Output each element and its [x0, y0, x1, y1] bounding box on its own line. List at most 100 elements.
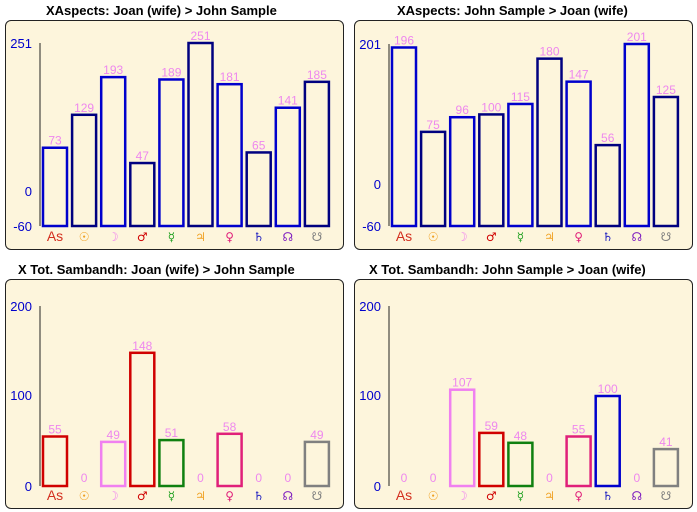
- bar: [652, 95, 680, 228]
- data-label: 100: [481, 100, 501, 114]
- category-label: ♂: [137, 230, 148, 244]
- category-label: ☋: [661, 230, 672, 244]
- chart-panel: [354, 279, 693, 509]
- category-label: ♀: [574, 489, 583, 503]
- category-label: As: [47, 228, 63, 244]
- category-label: ♂: [486, 489, 497, 503]
- chart-title: X Tot. Sambandh: John Sample > Joan (wif…: [369, 262, 646, 277]
- data-label: 96: [456, 103, 470, 117]
- data-label: 47: [136, 149, 150, 163]
- data-label: 0: [81, 471, 88, 485]
- data-label: 201: [627, 30, 647, 44]
- data-label: 58: [223, 420, 237, 434]
- category-label: ☊: [631, 230, 642, 244]
- bar: [187, 41, 214, 228]
- data-label: 0: [546, 471, 553, 485]
- category-label: ☿: [168, 489, 175, 503]
- data-label: 125: [656, 83, 676, 97]
- data-label: 189: [161, 65, 181, 79]
- bar: [623, 42, 651, 228]
- bar: [652, 447, 680, 488]
- y-tick-label: 200: [359, 299, 381, 314]
- chart-panel: [5, 279, 344, 509]
- chart-title: XAspects: Joan (wife) > John Sample: [46, 3, 277, 18]
- bar: [303, 440, 331, 488]
- category-label: ☊: [282, 230, 293, 244]
- data-label: 100: [598, 382, 618, 396]
- chart-title: X Tot. Sambandh: Joan (wife) > John Samp…: [18, 262, 295, 277]
- data-label: 48: [514, 429, 528, 443]
- category-label: As: [396, 487, 412, 503]
- category-label: ☿: [517, 230, 524, 244]
- category-label: ☽: [108, 489, 119, 503]
- bar: [594, 394, 621, 488]
- bar: [158, 438, 185, 488]
- y-tick-label: 0: [374, 177, 381, 192]
- y-tick-label: 0: [374, 479, 381, 494]
- category-label: ☋: [661, 489, 672, 503]
- bar: [245, 151, 272, 228]
- category-label: ☽: [108, 230, 119, 244]
- category-label: ♀: [574, 230, 583, 244]
- category-label: ☋: [312, 230, 323, 244]
- bar: [99, 440, 127, 488]
- data-label: 107: [452, 376, 472, 390]
- data-label: 59: [485, 419, 499, 433]
- bar: [274, 106, 302, 228]
- category-label: ☊: [631, 489, 642, 503]
- category-label: ♃: [195, 489, 206, 503]
- data-label: 129: [74, 101, 94, 115]
- category-label: ♄: [253, 489, 264, 503]
- data-label: 0: [430, 471, 437, 485]
- category-label: As: [396, 228, 412, 244]
- data-label: 185: [307, 68, 327, 82]
- category-label: ♀: [225, 489, 234, 503]
- category-label: ☉: [428, 230, 439, 244]
- y-tick-label: 200: [10, 299, 32, 314]
- category-label: ♂: [486, 230, 497, 244]
- category-label: ♀: [225, 230, 234, 244]
- y-tick-label: 100: [10, 388, 32, 403]
- data-label: 0: [633, 471, 640, 485]
- category-label: ♃: [195, 230, 206, 244]
- category-label: ♄: [602, 230, 613, 244]
- data-label: 65: [252, 138, 266, 152]
- bar: [216, 82, 243, 228]
- y-tick-label: 100: [359, 388, 381, 403]
- bar: [478, 431, 505, 488]
- bar: [565, 80, 592, 228]
- y-tick-label: -60: [362, 219, 381, 234]
- bar: [70, 113, 98, 228]
- category-label: ♃: [544, 230, 555, 244]
- bar: [41, 146, 69, 228]
- bar: [216, 432, 243, 488]
- bar: [565, 435, 592, 488]
- data-label: 0: [401, 471, 408, 485]
- bar: [448, 388, 476, 488]
- bar: [419, 130, 447, 228]
- bar: [390, 46, 418, 228]
- category-label: ☉: [428, 489, 439, 503]
- y-tick-label: 0: [25, 479, 32, 494]
- data-label: 51: [165, 426, 179, 440]
- data-label: 0: [284, 471, 291, 485]
- category-label: ☽: [457, 489, 468, 503]
- data-label: 75: [426, 118, 440, 132]
- category-label: ☽: [457, 230, 468, 244]
- category-label: ☉: [79, 230, 90, 244]
- category-label: ☉: [79, 489, 90, 503]
- bar: [129, 161, 156, 228]
- data-label: 115: [511, 90, 530, 104]
- chart-title: XAspects: John Sample > Joan (wife): [397, 3, 628, 18]
- data-label: 193: [103, 63, 123, 77]
- data-label: 181: [220, 70, 240, 84]
- category-label: As: [47, 487, 63, 503]
- data-label: 0: [197, 471, 204, 485]
- bar: [594, 143, 621, 228]
- bar: [507, 102, 534, 228]
- data-label: 141: [278, 94, 298, 108]
- data-label: 180: [539, 45, 559, 59]
- data-label: 55: [572, 423, 586, 437]
- y-tick-label: 0: [25, 184, 32, 199]
